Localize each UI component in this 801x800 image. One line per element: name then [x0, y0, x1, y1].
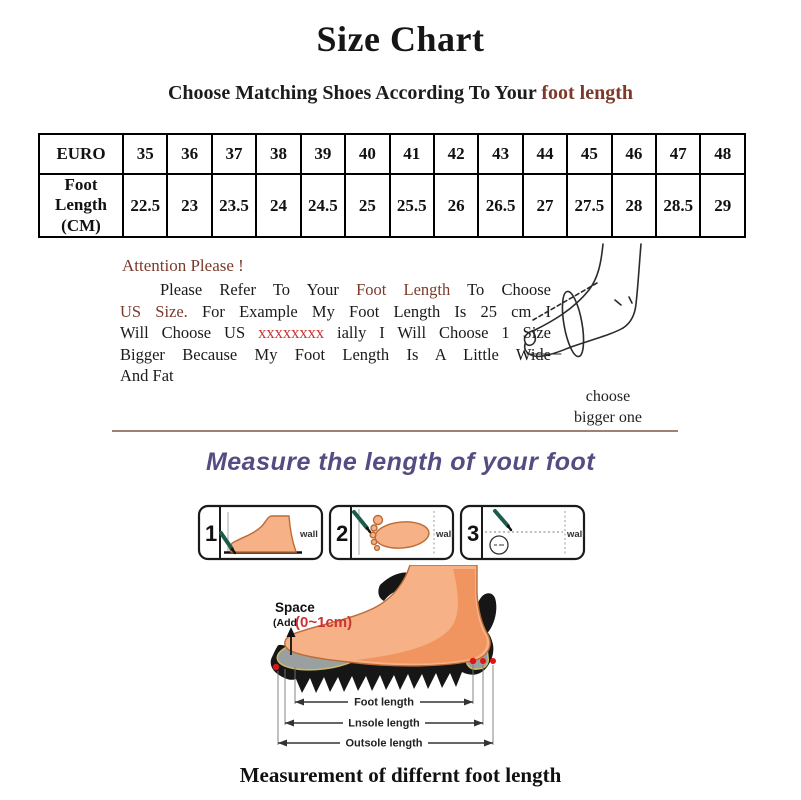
euro-size-cell: 40	[344, 133, 391, 175]
euro-size-cell: 45	[566, 133, 613, 175]
foot-length-cell: 23	[166, 172, 213, 239]
attention-paragraph: Please Refer To Your Foot Length To Choo…	[120, 279, 551, 387]
foot-length-label: Foot length	[354, 697, 414, 709]
attention-text-segment: Foot Length	[356, 280, 451, 299]
foot-length-cell: 28	[610, 172, 658, 239]
foot-length-cell: 25.5	[388, 172, 435, 239]
pen-icon	[219, 531, 234, 551]
euro-size-cell: 48	[699, 133, 746, 175]
attention-line: Please Refer To Your Foot Length To Choo…	[120, 279, 551, 301]
attention-text-segment: For Example My Foot Length Is 25 cm I	[187, 301, 551, 321]
subtitle-highlight: foot length	[541, 82, 634, 104]
space-add-label: (Add	[273, 617, 297, 629]
measuring-tape-loop	[561, 290, 585, 358]
foot-length-cell: 28.5	[655, 172, 702, 239]
guide-lines	[277, 665, 494, 745]
euro-row-header: EURO	[38, 133, 124, 175]
foot-length-cell: 23.5	[210, 172, 258, 239]
space-label: Space	[275, 600, 315, 615]
foot-length-cell: 29	[699, 172, 746, 239]
attention-heading: Attention Please !	[122, 256, 244, 275]
heel-dot-3	[490, 658, 496, 664]
euro-size-cell: 37	[210, 133, 258, 175]
euro-size-cell: 42	[432, 133, 480, 175]
attention-line: US Size. For Example My Foot Length Is 2…	[120, 301, 551, 323]
foot-length-cell: 24.5	[299, 172, 347, 239]
step-number-2: 2	[336, 521, 348, 546]
attention-text-segment: And Fat	[120, 366, 174, 385]
euro-size-cell: 43	[477, 133, 524, 175]
attention-text-segment: Will Choose US	[120, 323, 259, 342]
step-panel-3: 3 wall	[459, 504, 586, 561]
euro-size-cell: 46	[610, 133, 658, 175]
wall-label-2: wall	[435, 529, 454, 540]
measure-heading: Measure the length of your foot	[205, 448, 596, 476]
space-value-label: (0~1cm)	[295, 614, 352, 631]
euro-size-cell: 47	[655, 133, 702, 175]
subtitle-text: Choose Matching Shoes According To Your	[167, 82, 542, 104]
foot-length-row: Foot Length (CM) 22.5 23 23.5 24 24.5 25 25.5 2…	[38, 172, 746, 239]
foot-length-cell: 26	[432, 172, 480, 239]
divider-line	[112, 430, 678, 432]
step-number-1: 1	[205, 521, 217, 546]
step-number-3: 3	[467, 521, 479, 546]
ankle-collar-shape	[378, 572, 410, 601]
page-title: Size Chart	[316, 19, 485, 59]
measure-arrows: Foot length Lnsole length Outsole length	[278, 695, 493, 750]
attention-text-segment: Please Refer To Your	[160, 280, 357, 299]
side-foot-shape	[229, 515, 297, 553]
euro-size-cell: 38	[255, 133, 302, 175]
size-table: EURO 35 36 37 38 39 40 41 42 43 44 45 46 47 48 Foot L…	[38, 133, 746, 239]
attention-line: Bigger Because My Foot Length Is A Littl…	[120, 344, 551, 366]
shoe-measure-diagram: Space (Add (0~1cm) Foot length Lnsole le…	[270, 565, 497, 750]
step-panel-2: 2 wall	[328, 504, 455, 561]
foot-length-row-header: Foot Length (CM)	[38, 172, 124, 239]
foot-length-cell: 27.5	[566, 172, 613, 239]
cm-circle	[489, 535, 509, 555]
euro-size-cell: 41	[388, 133, 435, 175]
euro-row: EURO 35 36 37 38 39 40 41 42 43 44 45 46 47 48	[38, 133, 746, 175]
attention-text-segment: US Size.	[120, 301, 188, 321]
attention-line: Will Choose US xxxxxxxx ially I Will Cho…	[120, 322, 551, 344]
attention-line: And Fat	[120, 365, 551, 387]
foot-length-cell: 24	[255, 172, 302, 239]
foot-length-cell: 27	[521, 172, 569, 239]
foot-length-cell: 26.5	[477, 172, 524, 239]
foot-length-cell: 25	[344, 172, 391, 239]
foot-outline-drawing	[523, 243, 642, 358]
attention-text-segment: Bigger Because My Foot Length Is A Littl…	[120, 344, 551, 364]
heel-dot-1	[469, 657, 477, 665]
toe-dot	[272, 663, 280, 671]
heel-dot-2	[480, 658, 486, 664]
insole-length-label: Lnsole length	[348, 718, 420, 730]
bottom-caption: Measurement of differnt foot length	[239, 763, 562, 787]
foot-length-cell: 22.5	[121, 172, 169, 239]
wall-label-3: wall	[566, 529, 585, 540]
attention-text-segment: ially I Will Choose 1 Size	[324, 323, 551, 342]
euro-size-cell: 35	[121, 133, 169, 175]
step-panel-1: 1 wall	[197, 504, 324, 561]
foot-shading	[356, 569, 487, 664]
wall-label-1: wall	[299, 529, 318, 540]
choose-bigger-note: choose bigger one	[548, 386, 668, 428]
choose-note-line2: bigger one	[574, 409, 642, 426]
foot-tape-illustration	[523, 243, 642, 358]
euro-size-cell: 36	[166, 133, 213, 175]
subtitle: Choose Matching Shoes According To Your …	[0, 82, 801, 105]
pen-icon	[352, 510, 369, 530]
measure-steps-illustration: 1 wall 2 wall 3 wall	[197, 504, 586, 561]
attention-text-segment: To Choose	[450, 280, 551, 299]
euro-size-cell: 44	[521, 133, 569, 175]
euro-size-cell: 39	[299, 133, 347, 175]
pen-icon	[493, 509, 510, 528]
choose-note-line1: choose	[585, 388, 631, 405]
attention-text-segment: xxxxxxxx	[258, 323, 325, 342]
outsole-length-label: Outsole length	[346, 738, 423, 750]
